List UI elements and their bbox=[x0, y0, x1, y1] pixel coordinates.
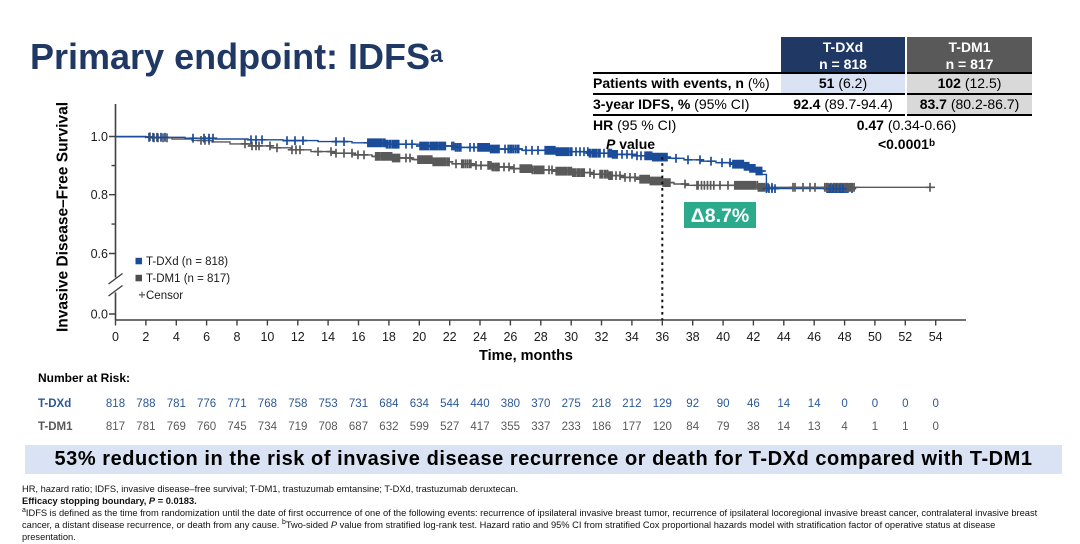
svg-text:26: 26 bbox=[503, 330, 517, 344]
svg-text:1: 1 bbox=[902, 421, 908, 433]
svg-text:13: 13 bbox=[808, 421, 821, 433]
svg-text:Censor: Censor bbox=[146, 290, 183, 302]
svg-text:233: 233 bbox=[562, 421, 581, 433]
svg-text:1.0: 1.0 bbox=[91, 130, 108, 144]
svg-text:4: 4 bbox=[841, 421, 848, 433]
svg-text:T-DM1 (n = 817): T-DM1 (n = 817) bbox=[146, 273, 230, 285]
svg-text:38: 38 bbox=[747, 421, 760, 433]
svg-text:687: 687 bbox=[349, 421, 368, 433]
svg-text:218: 218 bbox=[592, 398, 611, 410]
svg-text:54: 54 bbox=[929, 330, 943, 344]
svg-text:14: 14 bbox=[777, 398, 790, 410]
svg-text:52: 52 bbox=[898, 330, 912, 344]
svg-text:753: 753 bbox=[319, 398, 338, 410]
svg-text:0.0: 0.0 bbox=[91, 307, 108, 321]
svg-text:34: 34 bbox=[625, 330, 639, 344]
svg-text:46: 46 bbox=[807, 330, 821, 344]
svg-text:T-DXd: T-DXd bbox=[38, 398, 71, 410]
svg-text:0: 0 bbox=[932, 398, 938, 410]
svg-text:40: 40 bbox=[716, 330, 730, 344]
svg-text:776: 776 bbox=[197, 398, 216, 410]
svg-text:90: 90 bbox=[717, 398, 730, 410]
svg-text:79: 79 bbox=[717, 421, 730, 433]
svg-text:731: 731 bbox=[349, 398, 368, 410]
svg-text:48: 48 bbox=[838, 330, 852, 344]
svg-text:30: 30 bbox=[564, 330, 578, 344]
svg-text:T-DM1: T-DM1 bbox=[38, 421, 73, 433]
svg-text:10: 10 bbox=[260, 330, 274, 344]
svg-text:50: 50 bbox=[868, 330, 882, 344]
svg-text:440: 440 bbox=[470, 398, 489, 410]
svg-text:16: 16 bbox=[352, 330, 366, 344]
svg-text:32: 32 bbox=[595, 330, 609, 344]
svg-text:370: 370 bbox=[531, 398, 550, 410]
svg-text:599: 599 bbox=[410, 421, 429, 433]
svg-text:788: 788 bbox=[136, 398, 155, 410]
svg-text:Invasive Disease–Free Survival: Invasive Disease–Free Survival bbox=[55, 102, 72, 332]
svg-text:758: 758 bbox=[288, 398, 307, 410]
svg-text:527: 527 bbox=[440, 421, 459, 433]
svg-text:24: 24 bbox=[473, 330, 487, 344]
svg-text:129: 129 bbox=[653, 398, 672, 410]
svg-text:337: 337 bbox=[531, 421, 550, 433]
svg-text:Time, months: Time, months bbox=[479, 348, 573, 364]
svg-text:36: 36 bbox=[655, 330, 669, 344]
svg-text:781: 781 bbox=[136, 421, 155, 433]
svg-text:275: 275 bbox=[562, 398, 581, 410]
svg-text:12: 12 bbox=[291, 330, 305, 344]
svg-text:0: 0 bbox=[932, 421, 938, 433]
svg-text:734: 734 bbox=[258, 421, 278, 433]
svg-text:634: 634 bbox=[410, 398, 430, 410]
svg-text:0.6: 0.6 bbox=[91, 247, 108, 261]
svg-text:760: 760 bbox=[197, 421, 216, 433]
svg-text:817: 817 bbox=[106, 421, 125, 433]
svg-text:44: 44 bbox=[777, 330, 791, 344]
svg-text:417: 417 bbox=[470, 421, 489, 433]
svg-text:4: 4 bbox=[173, 330, 180, 344]
svg-text:22: 22 bbox=[443, 330, 457, 344]
svg-text:T-DXd (n = 818): T-DXd (n = 818) bbox=[146, 256, 228, 268]
svg-text:Δ8.7%: Δ8.7% bbox=[691, 205, 749, 227]
svg-text:28: 28 bbox=[534, 330, 548, 344]
svg-text:92: 92 bbox=[686, 398, 699, 410]
svg-text:120: 120 bbox=[653, 421, 672, 433]
svg-text:0: 0 bbox=[902, 398, 908, 410]
svg-text:42: 42 bbox=[746, 330, 760, 344]
svg-text:632: 632 bbox=[379, 421, 398, 433]
svg-text:684: 684 bbox=[379, 398, 399, 410]
svg-text:380: 380 bbox=[501, 398, 520, 410]
svg-text:1: 1 bbox=[872, 421, 878, 433]
svg-text:8: 8 bbox=[234, 330, 241, 344]
svg-text:769: 769 bbox=[167, 421, 186, 433]
svg-text:0.8: 0.8 bbox=[91, 188, 108, 202]
svg-text:212: 212 bbox=[622, 398, 641, 410]
svg-text:0: 0 bbox=[872, 398, 878, 410]
svg-text:Number at Risk:: Number at Risk: bbox=[38, 371, 130, 385]
svg-text:186: 186 bbox=[592, 421, 611, 433]
svg-text:18: 18 bbox=[382, 330, 396, 344]
svg-text:6: 6 bbox=[203, 330, 210, 344]
svg-text:84: 84 bbox=[686, 421, 699, 433]
svg-text:745: 745 bbox=[227, 421, 246, 433]
svg-text:14: 14 bbox=[808, 398, 821, 410]
svg-text:719: 719 bbox=[288, 421, 307, 433]
svg-text:46: 46 bbox=[747, 398, 760, 410]
svg-text:20: 20 bbox=[412, 330, 426, 344]
svg-text:708: 708 bbox=[319, 421, 338, 433]
svg-text:177: 177 bbox=[622, 421, 641, 433]
svg-text:0: 0 bbox=[841, 398, 847, 410]
svg-text:38: 38 bbox=[686, 330, 700, 344]
svg-text:771: 771 bbox=[227, 398, 246, 410]
svg-text:818: 818 bbox=[106, 398, 125, 410]
svg-text:0: 0 bbox=[112, 330, 119, 344]
svg-text:544: 544 bbox=[440, 398, 460, 410]
svg-text:768: 768 bbox=[258, 398, 277, 410]
svg-text:14: 14 bbox=[321, 330, 335, 344]
svg-text:355: 355 bbox=[501, 421, 520, 433]
svg-text:14: 14 bbox=[777, 421, 790, 433]
svg-text:781: 781 bbox=[167, 398, 186, 410]
svg-text:2: 2 bbox=[142, 330, 149, 344]
